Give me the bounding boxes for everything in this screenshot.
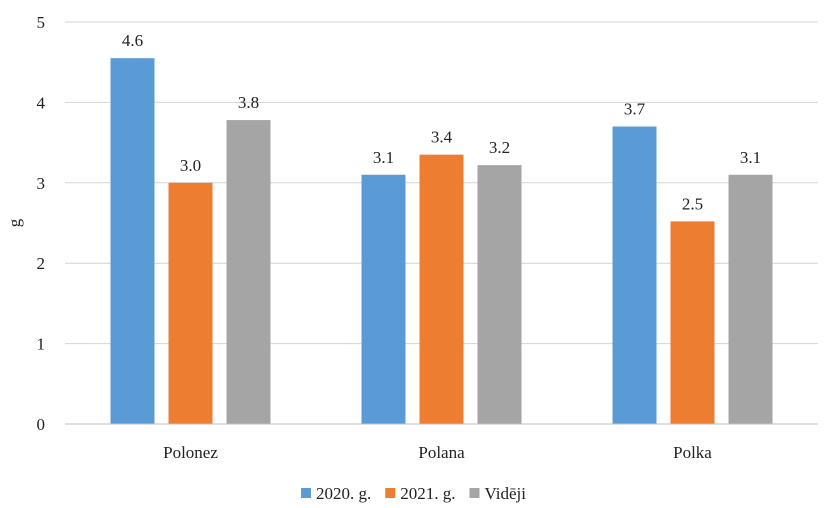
x-tick-label: Polana	[418, 443, 465, 462]
y-tick-label: 0	[37, 415, 46, 434]
y-axis-label: g	[5, 218, 24, 227]
legend-item: 2021. g.	[385, 484, 456, 503]
bar	[670, 221, 715, 424]
legend-item: 2020. g.	[301, 484, 371, 503]
legend-swatch	[469, 488, 480, 498]
bar	[168, 182, 213, 424]
bar	[419, 154, 464, 424]
x-axis-ticks: Polonez Polana Polka	[163, 443, 712, 462]
y-tick-label: 4	[37, 93, 46, 112]
legend-item: Vidēji	[469, 484, 527, 503]
y-tick-label: 2	[37, 254, 46, 273]
data-label: 2.5	[682, 194, 703, 213]
y-tick-label: 3	[37, 174, 46, 193]
data-label: 4.6	[122, 31, 143, 50]
data-labels: 4.6 3.0 3.8 3.1 3.4 3.2 3.7 2.5 3.1	[122, 31, 761, 213]
x-tick-label: Polka	[673, 443, 712, 462]
bar	[477, 165, 522, 424]
legend-swatch	[301, 488, 312, 498]
y-tick-label: 5	[37, 13, 46, 32]
legend-swatch	[385, 488, 396, 498]
x-tick-label: Polonez	[163, 443, 218, 462]
y-axis-ticks: 0 1 2 3 4 5	[37, 13, 46, 434]
data-label: 3.1	[373, 148, 394, 167]
data-label: 3.7	[624, 100, 646, 119]
data-label: 3.2	[489, 138, 510, 157]
data-label: 3.8	[238, 93, 259, 112]
bar	[110, 58, 155, 425]
data-label: 3.0	[180, 156, 201, 175]
legend-label: Vidēji	[485, 484, 527, 503]
bar	[226, 120, 271, 424]
bars	[110, 58, 773, 425]
bar	[361, 174, 406, 424]
legend-label: 2021. g.	[400, 484, 455, 503]
bar	[728, 174, 773, 424]
y-tick-label: 1	[37, 335, 46, 354]
bar	[612, 126, 657, 425]
data-label: 3.4	[431, 128, 453, 147]
data-label: 3.1	[740, 148, 761, 167]
legend-label: 2020. g.	[316, 484, 371, 503]
legend: 2020. g. 2021. g. Vidēji	[301, 484, 526, 503]
